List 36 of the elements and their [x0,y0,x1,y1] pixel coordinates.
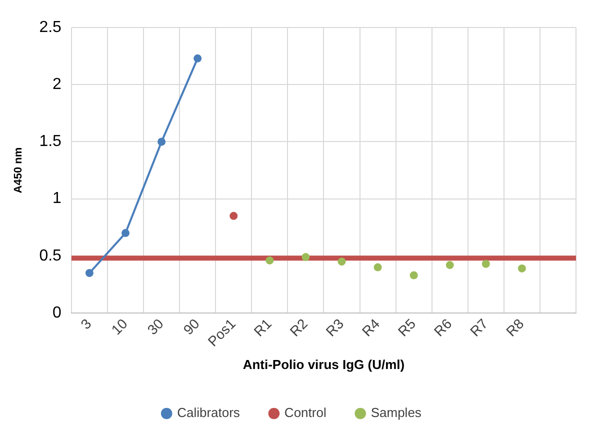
x-tick-label: R7 [466,315,491,340]
y-tick-label: 1.5 [39,133,62,150]
point [446,261,454,270]
point [158,138,166,146]
x-tick-label: R1 [250,315,275,340]
x-tick-label: R3 [322,315,347,340]
y-tick-label: 1 [52,190,62,208]
x-tick-label: R5 [394,315,419,340]
y-tick-label: 2.5 [39,19,62,36]
point [122,229,130,238]
legend-label: Samples [370,405,422,420]
x-tick-label: R2 [286,315,311,340]
x-tick-label: 30 [144,315,167,338]
legend-label: Calibrators [177,405,240,420]
x-tick-label: 90 [180,315,203,338]
point [338,258,346,266]
x-tick-label: R6 [430,315,455,340]
x-tick-label: 10 [108,315,130,338]
legend-label: Control [284,405,326,420]
y-tick-label: 0 [52,304,62,322]
point [194,54,202,62]
point [482,260,490,268]
point [410,271,418,280]
point [518,264,526,272]
point [374,263,382,272]
point [266,256,274,264]
y-tick-label: 0.5 [39,247,62,264]
point [302,253,310,262]
y-axis-title: A450 nm [12,147,25,194]
x-tick-label: R4 [358,315,383,340]
y-tick-label: 2 [52,76,62,94]
x-axis-title: Anti-Polio virus IgG (U/ml) [242,356,405,372]
x-tick-label: R8 [502,315,527,340]
x-tick-label: 3 [77,315,94,332]
point [85,269,94,278]
point [230,212,238,220]
